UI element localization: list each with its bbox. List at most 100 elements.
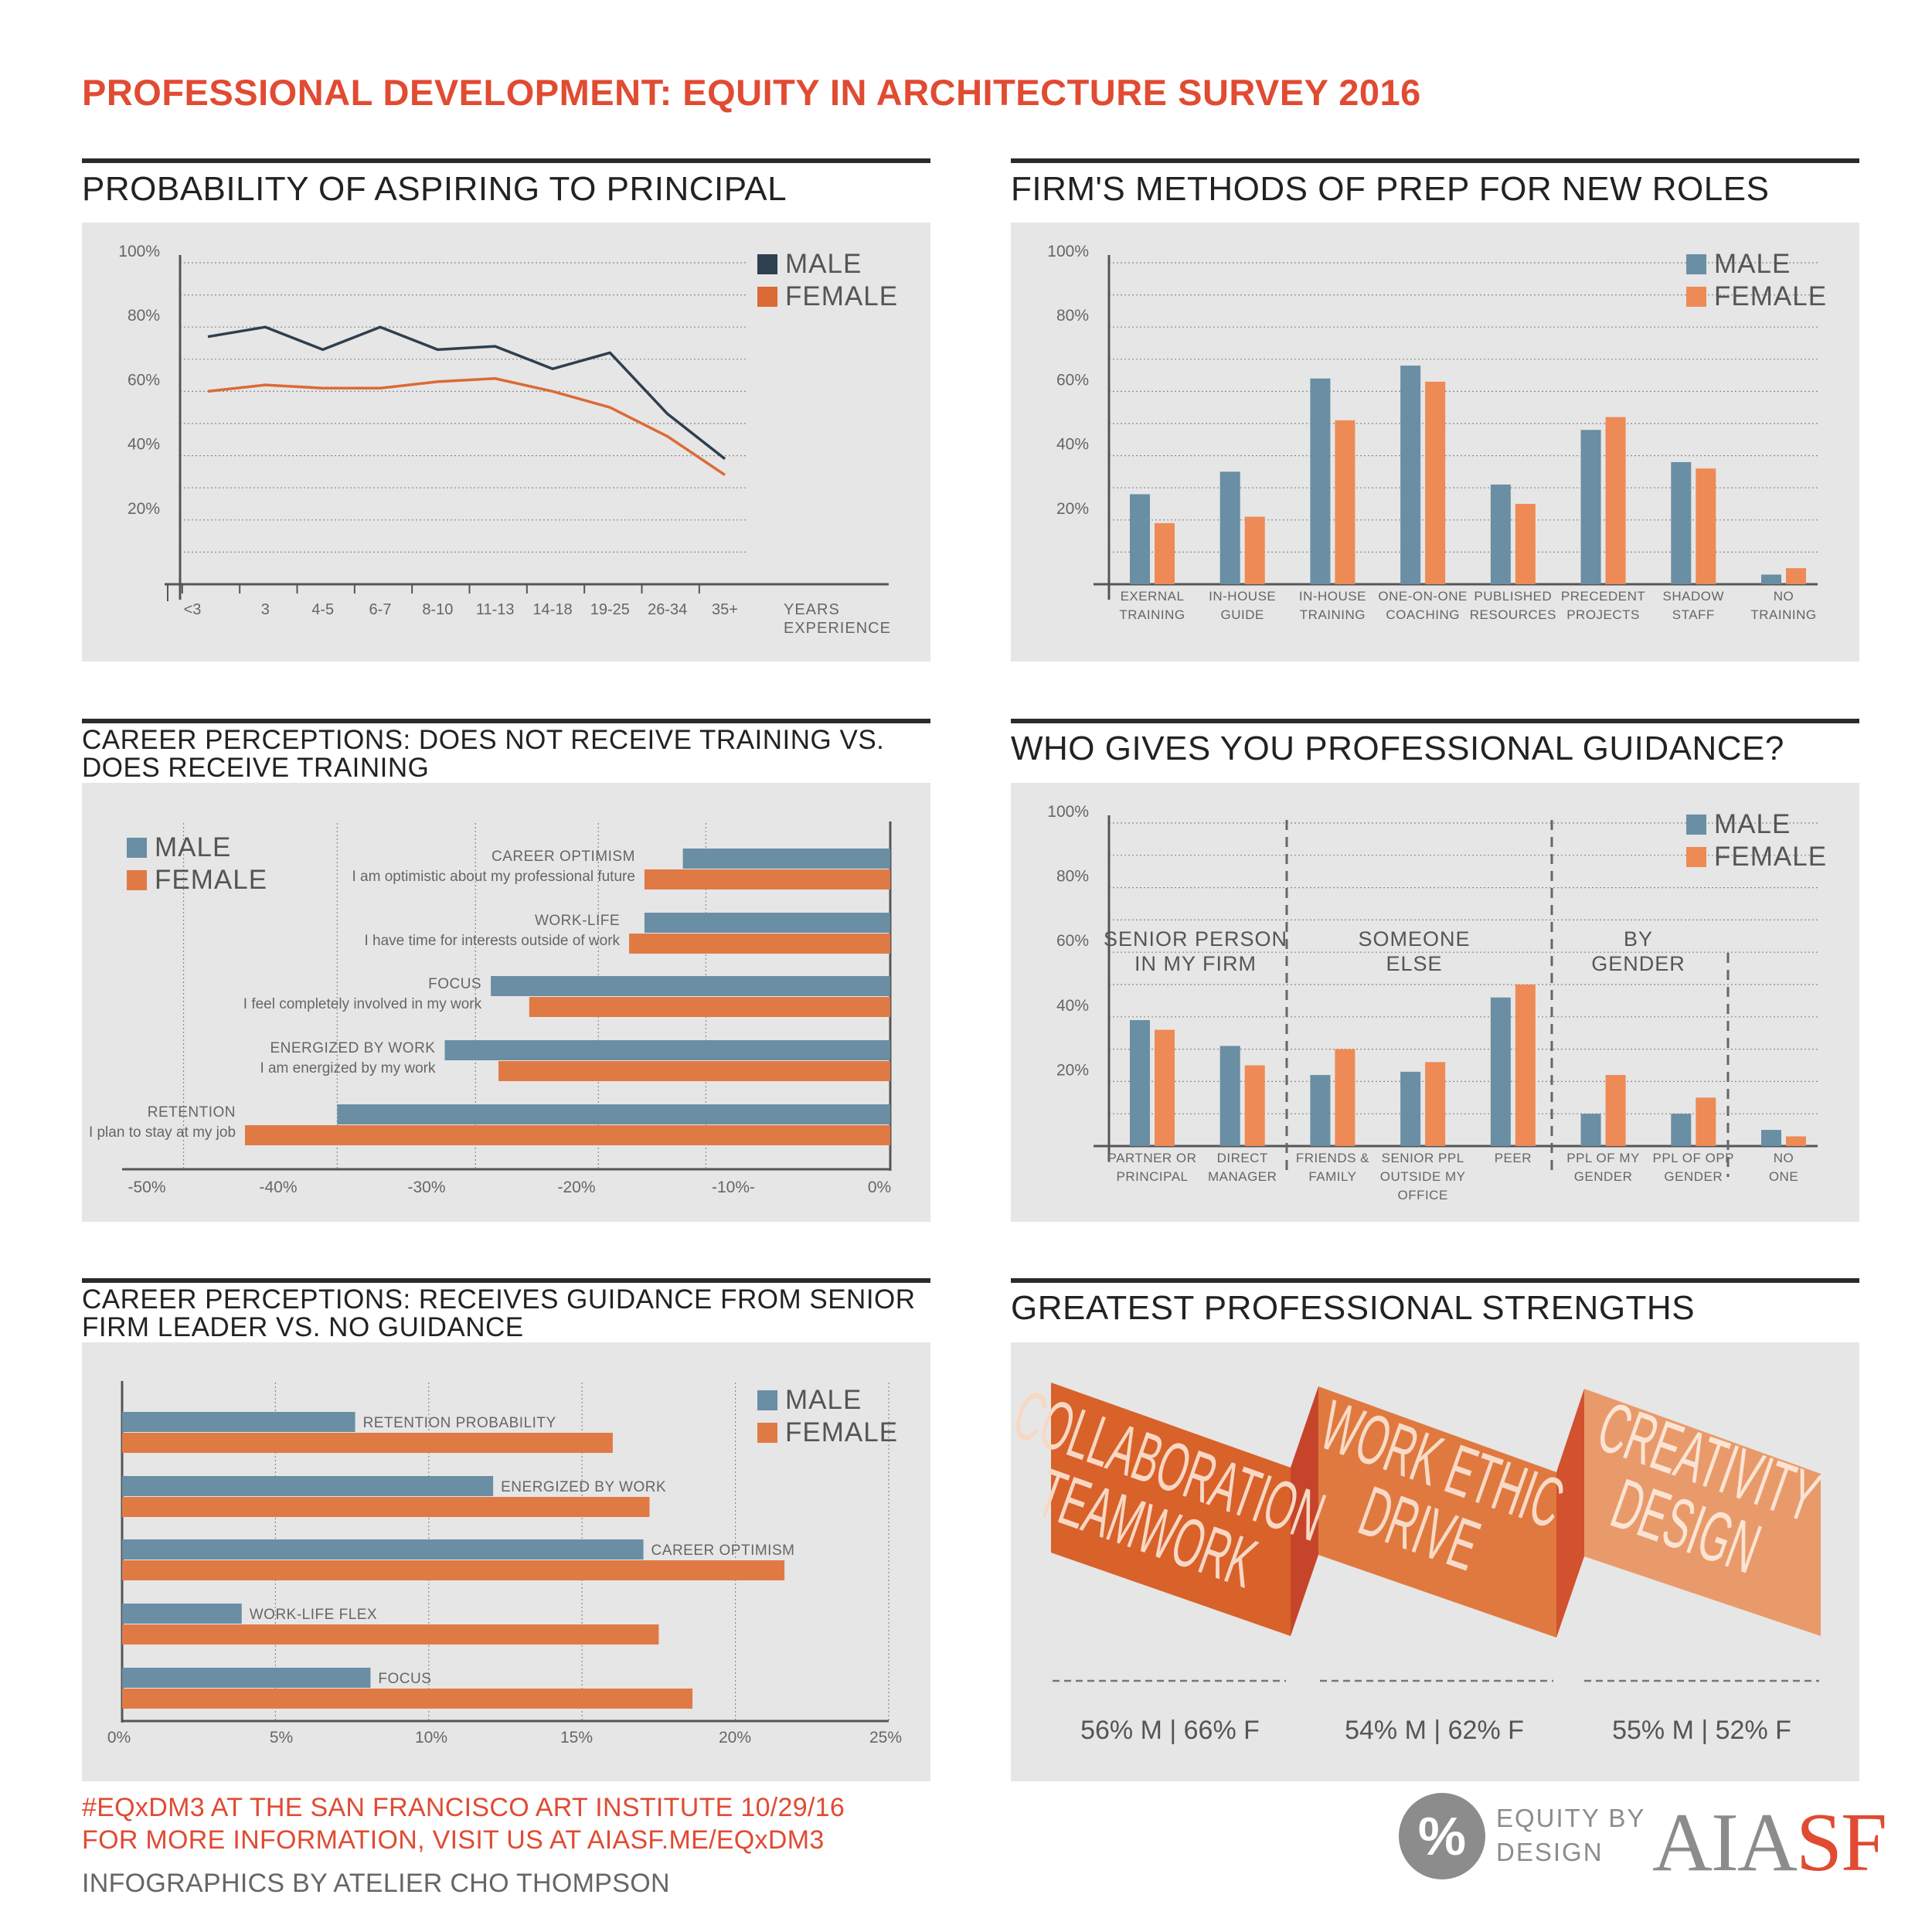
x-tick-label: -40% xyxy=(259,1179,297,1196)
bar-label: WORK-LIFE FLEX xyxy=(250,1607,377,1623)
y-tick-label: 20% xyxy=(1056,500,1089,518)
x-tick-label: PPL OF OPP xyxy=(1653,1151,1734,1165)
male-bar xyxy=(1310,378,1331,584)
footer-link[interactable]: FOR MORE INFORMATION, VISIT US AT AIASF.… xyxy=(82,1825,825,1855)
x-tick-label: 10% xyxy=(415,1729,447,1747)
male-bar xyxy=(1219,1046,1240,1146)
x-tick-label: 5% xyxy=(270,1729,293,1747)
y-tick-label: 100% xyxy=(1047,243,1089,260)
male-bar xyxy=(1671,1114,1692,1146)
y-tick-label: 40% xyxy=(128,436,160,454)
y-tick-label: 80% xyxy=(128,307,160,325)
x-tick-label: IN-HOUSE xyxy=(1299,589,1366,604)
x-tick-label: -50% xyxy=(128,1179,165,1196)
male-bar xyxy=(1400,366,1421,584)
training-title-line-2: DOES RECEIVE TRAINING xyxy=(82,753,430,783)
bar-label: ENERGIZED BY WORK xyxy=(270,1040,435,1056)
female-bar xyxy=(122,1689,693,1709)
x-tick-label: 20% xyxy=(719,1729,751,1747)
bar-sublabel: I am energized by my work xyxy=(260,1060,436,1077)
x-tick-label: GENDER xyxy=(1664,1169,1723,1184)
legend-male-swatch xyxy=(1686,815,1706,835)
x-tick-label: COACHING xyxy=(1386,607,1460,622)
male-bar xyxy=(122,1476,494,1496)
male-bar xyxy=(1490,997,1511,1146)
x-tick-label: ONE xyxy=(1769,1169,1798,1184)
bar-sublabel: I am optimistic about my professional fu… xyxy=(352,869,634,885)
senior-title-line-1: CAREER PERCEPTIONS: RECEIVES GUIDANCE FR… xyxy=(82,1284,916,1315)
female-bar xyxy=(1425,1062,1446,1146)
x-tick-label: 0% xyxy=(107,1729,131,1747)
y-tick-label: 20% xyxy=(128,500,160,518)
senior-chart-title: CAREER PERCEPTIONS: RECEIVES GUIDANCE FR… xyxy=(82,1286,932,1342)
legend-male-swatch xyxy=(1686,254,1706,274)
male-bar xyxy=(1580,430,1601,584)
male-bar xyxy=(1490,485,1511,584)
prep-chart-title: FIRM'S METHODS OF PREP FOR NEW ROLES xyxy=(1011,170,1770,208)
female-bar xyxy=(1786,1136,1806,1146)
legend-male-swatch xyxy=(757,254,777,274)
female-bar xyxy=(644,869,890,889)
strength-2-stat: 54% M | 62% F xyxy=(1345,1716,1524,1745)
x-tick-label: <3 xyxy=(184,601,202,618)
guidance-chart-panel: 20% 40% 60% 80% 100% PARTNER OR PRINCIPAL DIREC… xyxy=(1011,783,1859,1222)
bar-sublabel: I feel completely involved in my work xyxy=(243,996,482,1012)
x-tick-label: 35+ xyxy=(712,601,738,618)
x-tick-label: 6-7 xyxy=(369,601,392,618)
female-series-line xyxy=(207,377,726,477)
x-tick-label: GUIDE xyxy=(1221,607,1264,622)
section-rule xyxy=(82,158,930,163)
x-tick-label: 4-5 xyxy=(311,601,334,618)
y-tick-label: 60% xyxy=(128,371,160,389)
male-bar xyxy=(1219,471,1240,584)
x-tick-label: 19-25 xyxy=(590,601,630,618)
y-tick-label: 40% xyxy=(1056,997,1089,1015)
female-bar xyxy=(1515,504,1536,584)
y-tick-label: 60% xyxy=(1056,371,1089,389)
x-tick-label: DIRECT xyxy=(1217,1151,1268,1165)
x-tick-label: ONE-ON-ONE xyxy=(1378,589,1468,604)
male-bar xyxy=(491,976,890,996)
female-bar xyxy=(1155,1029,1175,1146)
x-tick-label: -20% xyxy=(557,1179,595,1196)
female-bar xyxy=(122,1433,613,1453)
group-label: SENIOR PERSON xyxy=(1104,927,1287,951)
ribbon-panel-2 xyxy=(1318,1386,1556,1638)
male-bar xyxy=(1761,574,1781,584)
x-tick-label: PUBLISHED xyxy=(1474,589,1552,604)
section-rule xyxy=(1011,1278,1859,1283)
x-tick-label: GENDER xyxy=(1574,1169,1633,1184)
x-tick-label: TRAINING xyxy=(1750,607,1816,622)
x-tick-label: PPL OF MY xyxy=(1566,1151,1640,1165)
x-tick-label: 25% xyxy=(869,1729,902,1747)
x-tick-label: FRIENDS & xyxy=(1296,1151,1369,1165)
group-label: BY xyxy=(1624,927,1653,951)
bar-sublabel: I have time for interests outside of wor… xyxy=(364,933,620,949)
legend-female-label: FEMALE xyxy=(785,1417,898,1447)
guidance-bar-chart: 20% 40% 60% 80% 100% PARTNER OR PRINCIPAL DIREC… xyxy=(1047,803,1826,1202)
male-series-line xyxy=(207,325,726,461)
x-tick-label: -30% xyxy=(407,1179,445,1196)
female-bar xyxy=(1335,420,1355,584)
x-tick-label: PEER xyxy=(1495,1151,1532,1165)
x-tick-label: 15% xyxy=(560,1729,593,1747)
x-axis-label: EXPERIENCE xyxy=(784,620,891,637)
female-bar xyxy=(1605,417,1626,584)
male-bar xyxy=(682,849,890,869)
section-rule xyxy=(1011,719,1859,723)
group-label: ELSE xyxy=(1386,952,1442,975)
strength-3-stat: 55% M | 52% F xyxy=(1612,1716,1791,1745)
x-tick-label: NO xyxy=(1774,1151,1794,1165)
female-bar xyxy=(1244,516,1265,584)
y-tick-label: 100% xyxy=(1047,803,1089,821)
group-label: GENDER xyxy=(1591,952,1685,975)
senior-bar-chart: 0% 5% 10% 15% 20% 25% RETENTION PROBABILITY ENE… xyxy=(107,1381,902,1747)
x-tick-label: EXERNAL xyxy=(1121,589,1185,604)
line-chart-panel: 20% 40% 60% 80% 100% <3 3 4-5 6-7 8-10 11-13 14-18 1… xyxy=(82,223,930,662)
x-tick-label: SHADOW xyxy=(1663,589,1725,604)
x-tick-label: 26-34 xyxy=(648,601,687,618)
group-label: IN MY FIRM xyxy=(1134,952,1257,975)
female-bar xyxy=(1425,381,1446,584)
bar-label: RETENTION PROBABILITY xyxy=(363,1415,556,1431)
y-tick-label: 40% xyxy=(1056,436,1089,454)
